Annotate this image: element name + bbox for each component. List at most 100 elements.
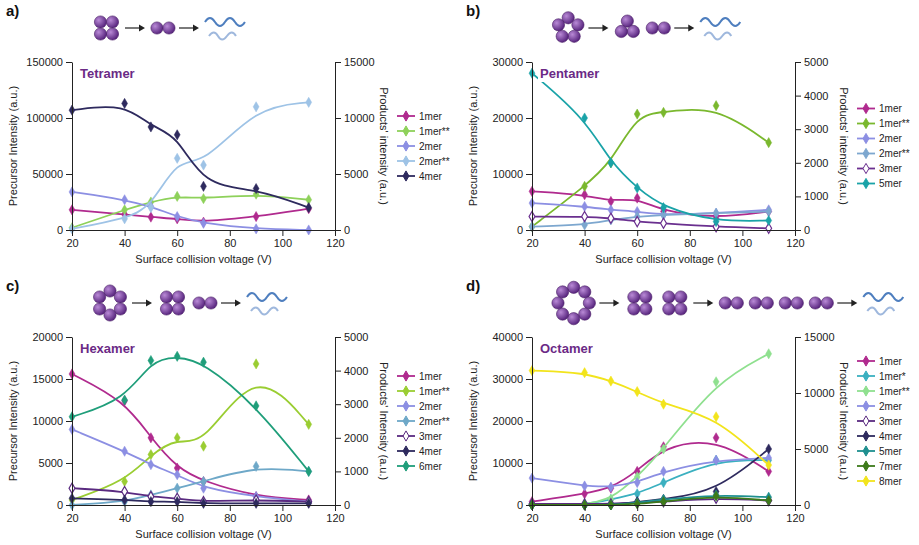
sphere xyxy=(93,303,105,315)
fit-line xyxy=(72,192,309,230)
legend-label: 1mer xyxy=(419,371,442,382)
sphere xyxy=(646,22,658,34)
legend-label: 4mer xyxy=(879,431,902,442)
tick-mark xyxy=(795,129,801,130)
panel-label: b) xyxy=(466,2,480,19)
sphere xyxy=(160,291,172,303)
axis: 010002000300040005000 xyxy=(335,331,368,511)
legend-marker xyxy=(863,461,869,471)
point xyxy=(766,215,772,225)
tick-label: 0 xyxy=(57,499,63,511)
tick-label: 10000 xyxy=(804,387,835,399)
tick: 60 xyxy=(632,505,644,524)
tick: 0 xyxy=(517,499,532,511)
tick: 0 xyxy=(57,224,72,236)
legend: 1mer1mer**2mer2mer**3mer5mer xyxy=(857,103,910,189)
arrow-head xyxy=(613,300,619,307)
axis-title: Products' Intensity (a.u.) xyxy=(378,362,390,480)
fit-line xyxy=(72,107,309,207)
fit-line xyxy=(532,449,769,505)
point xyxy=(253,498,259,508)
series xyxy=(529,101,772,232)
series xyxy=(529,186,772,223)
series xyxy=(69,369,312,505)
tick-mark xyxy=(585,230,586,236)
axis-line xyxy=(795,338,796,506)
tick-mark xyxy=(66,463,72,464)
tick-mark xyxy=(526,174,532,175)
arrow xyxy=(132,302,148,303)
fit-line xyxy=(532,73,769,221)
series xyxy=(69,359,312,505)
point xyxy=(766,495,772,505)
fit-line xyxy=(72,358,309,471)
series xyxy=(529,493,772,509)
tick-label: 10000 xyxy=(344,112,375,124)
axis: 20406080100120 xyxy=(66,230,344,249)
sphere xyxy=(552,297,564,309)
sphere xyxy=(94,28,106,40)
sphere xyxy=(579,286,591,298)
tick: 100 xyxy=(274,505,292,524)
legend-entry: 2mer xyxy=(857,401,902,412)
legend-entry: 3mer xyxy=(857,163,902,174)
axis-title: Surface collision voltage (V) xyxy=(595,528,731,540)
point xyxy=(122,446,128,456)
point xyxy=(148,203,154,213)
tick-mark xyxy=(532,230,533,236)
legend-marker xyxy=(403,401,409,411)
tick: 5000 xyxy=(335,331,368,343)
tick: 80 xyxy=(224,505,236,524)
arrow xyxy=(179,27,195,28)
legend-entry: 1mer** xyxy=(857,118,910,129)
sphere xyxy=(556,308,568,320)
legend-entry: 2mer** xyxy=(857,148,910,159)
tick-label: 120 xyxy=(326,237,344,249)
sphere xyxy=(761,297,773,309)
axis: 05000100001500020000 xyxy=(32,331,72,511)
legend-entry: 3mer xyxy=(857,416,902,427)
fit-line xyxy=(532,212,769,227)
tick-mark xyxy=(230,230,231,236)
tick-label: 5000 xyxy=(344,168,368,180)
point xyxy=(122,98,128,108)
sphere xyxy=(809,297,821,309)
legend-entry: 2mer xyxy=(857,133,902,144)
legend: 1mer1mer**2mer2mer**3mer4mer6mer xyxy=(397,371,450,472)
legend-entry: 1mer xyxy=(397,111,442,122)
point xyxy=(661,218,667,228)
tick-label: 80 xyxy=(684,237,696,249)
sphere xyxy=(552,19,564,31)
tick-mark xyxy=(795,337,801,338)
tick-mark xyxy=(335,174,341,175)
axis: 050001000015000 xyxy=(795,331,835,511)
tick-label: 40 xyxy=(119,237,131,249)
tick-mark xyxy=(177,505,178,511)
series xyxy=(529,491,772,510)
legend-entry: 3mer xyxy=(397,431,442,442)
tick-mark xyxy=(335,118,341,119)
tick: 20 xyxy=(66,505,78,524)
legend-entry: 2mer xyxy=(397,401,442,412)
point xyxy=(253,359,259,369)
tick-mark xyxy=(742,230,743,236)
sphere xyxy=(205,297,217,309)
tick-mark xyxy=(335,505,341,506)
legend-marker xyxy=(403,141,409,151)
point xyxy=(122,476,128,486)
point xyxy=(174,130,180,140)
legend-label: 1mer** xyxy=(879,118,910,129)
tick: 20000 xyxy=(32,331,72,343)
point xyxy=(306,466,312,476)
point xyxy=(713,491,719,501)
point xyxy=(122,395,128,405)
fit-line xyxy=(72,498,309,503)
point xyxy=(253,211,259,221)
title-group: Hexamer xyxy=(78,340,137,357)
point xyxy=(582,211,588,221)
legend-entry: 1mer** xyxy=(397,126,450,137)
tick-mark xyxy=(66,118,72,119)
legend-entry: 1mer xyxy=(857,103,902,114)
tick-label: 50000 xyxy=(32,168,63,180)
point xyxy=(174,191,180,201)
